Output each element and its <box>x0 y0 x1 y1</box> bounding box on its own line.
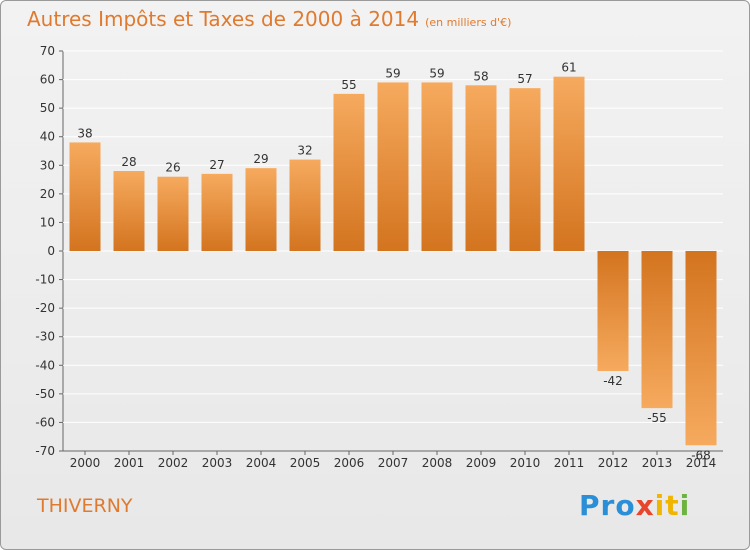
bar-value-label: -68 <box>691 448 711 462</box>
x-tick-label: 2014 <box>686 456 717 470</box>
x-tick-label: 2003 <box>202 456 233 470</box>
bar-value-label: 29 <box>253 152 268 166</box>
y-tick-label: -10 <box>35 273 55 287</box>
x-tick-label: 2009 <box>466 456 497 470</box>
bar <box>113 171 145 251</box>
bar-value-label: -55 <box>647 411 667 425</box>
x-tick-label: 2002 <box>158 456 189 470</box>
bar-value-label: -42 <box>603 374 623 388</box>
logo-part-4: i <box>679 489 691 522</box>
bar <box>69 142 101 251</box>
bar <box>641 251 673 409</box>
x-tick-label: 2012 <box>598 456 629 470</box>
bar-value-label: 61 <box>561 61 576 75</box>
bar <box>465 85 497 252</box>
bar <box>201 173 233 251</box>
y-tick-label: -30 <box>35 330 55 344</box>
logo-part-1: Pro <box>579 489 636 522</box>
y-tick-label: 10 <box>40 215 55 229</box>
y-tick-label: -70 <box>35 444 55 458</box>
bar-value-label: 26 <box>165 161 180 175</box>
bar <box>553 76 585 251</box>
x-tick-label: 2008 <box>422 456 453 470</box>
bar <box>685 251 717 446</box>
bar <box>157 176 189 251</box>
chart-title: Autres Impôts et Taxes de 2000 à 2014 (en… <box>27 7 511 31</box>
chart-title-text: Autres Impôts et Taxes de 2000 à 2014 <box>27 7 420 31</box>
bar-value-label: 38 <box>77 126 92 140</box>
bar-value-label: 59 <box>429 66 444 80</box>
x-tick-label: 2010 <box>510 456 541 470</box>
y-tick-label: -60 <box>35 415 55 429</box>
bar <box>421 82 453 251</box>
commune-name: THIVERNY <box>37 495 133 517</box>
bar-value-label: 59 <box>385 66 400 80</box>
bar <box>377 82 409 251</box>
logo-part-2: x <box>635 489 655 522</box>
logo-part-3: it <box>654 489 680 522</box>
y-tick-label: 0 <box>47 244 55 258</box>
y-tick-label: 40 <box>40 130 55 144</box>
bar <box>509 88 541 252</box>
x-tick-label: 2011 <box>554 456 585 470</box>
bar <box>597 251 629 371</box>
x-tick-label: 2006 <box>334 456 365 470</box>
proxiti-logo: Proxiti <box>579 489 690 522</box>
y-tick-label: -50 <box>35 387 55 401</box>
bar-layer <box>69 76 717 446</box>
bar-value-label: 27 <box>209 158 224 172</box>
chart-subtitle: (en milliers d'€) <box>425 16 512 29</box>
y-tick-label: 30 <box>40 158 55 172</box>
x-tick-label: 2007 <box>378 456 409 470</box>
bar <box>333 93 365 251</box>
x-tick-label: 2005 <box>290 456 321 470</box>
bar-value-label: 57 <box>517 72 532 86</box>
bar-value-label: 55 <box>341 78 356 92</box>
y-tick-label: 50 <box>40 101 55 115</box>
bar-value-label: 58 <box>473 69 488 83</box>
x-tick-label: 2013 <box>642 456 673 470</box>
y-tick-label: 20 <box>40 187 55 201</box>
label-layer: 706050403020100-10-20-30-40-50-60-703820… <box>35 44 716 470</box>
x-tick-label: 2001 <box>114 456 145 470</box>
y-tick-label: 70 <box>40 44 55 58</box>
x-tick-label: 2000 <box>70 456 101 470</box>
bar-value-label: 32 <box>297 144 312 158</box>
bar-value-label: 28 <box>121 155 136 169</box>
bar <box>245 168 277 251</box>
x-tick-label: 2004 <box>246 456 277 470</box>
bar <box>289 159 321 251</box>
y-tick-label: -20 <box>35 301 55 315</box>
y-tick-label: 60 <box>40 73 55 87</box>
y-tick-label: -40 <box>35 358 55 372</box>
